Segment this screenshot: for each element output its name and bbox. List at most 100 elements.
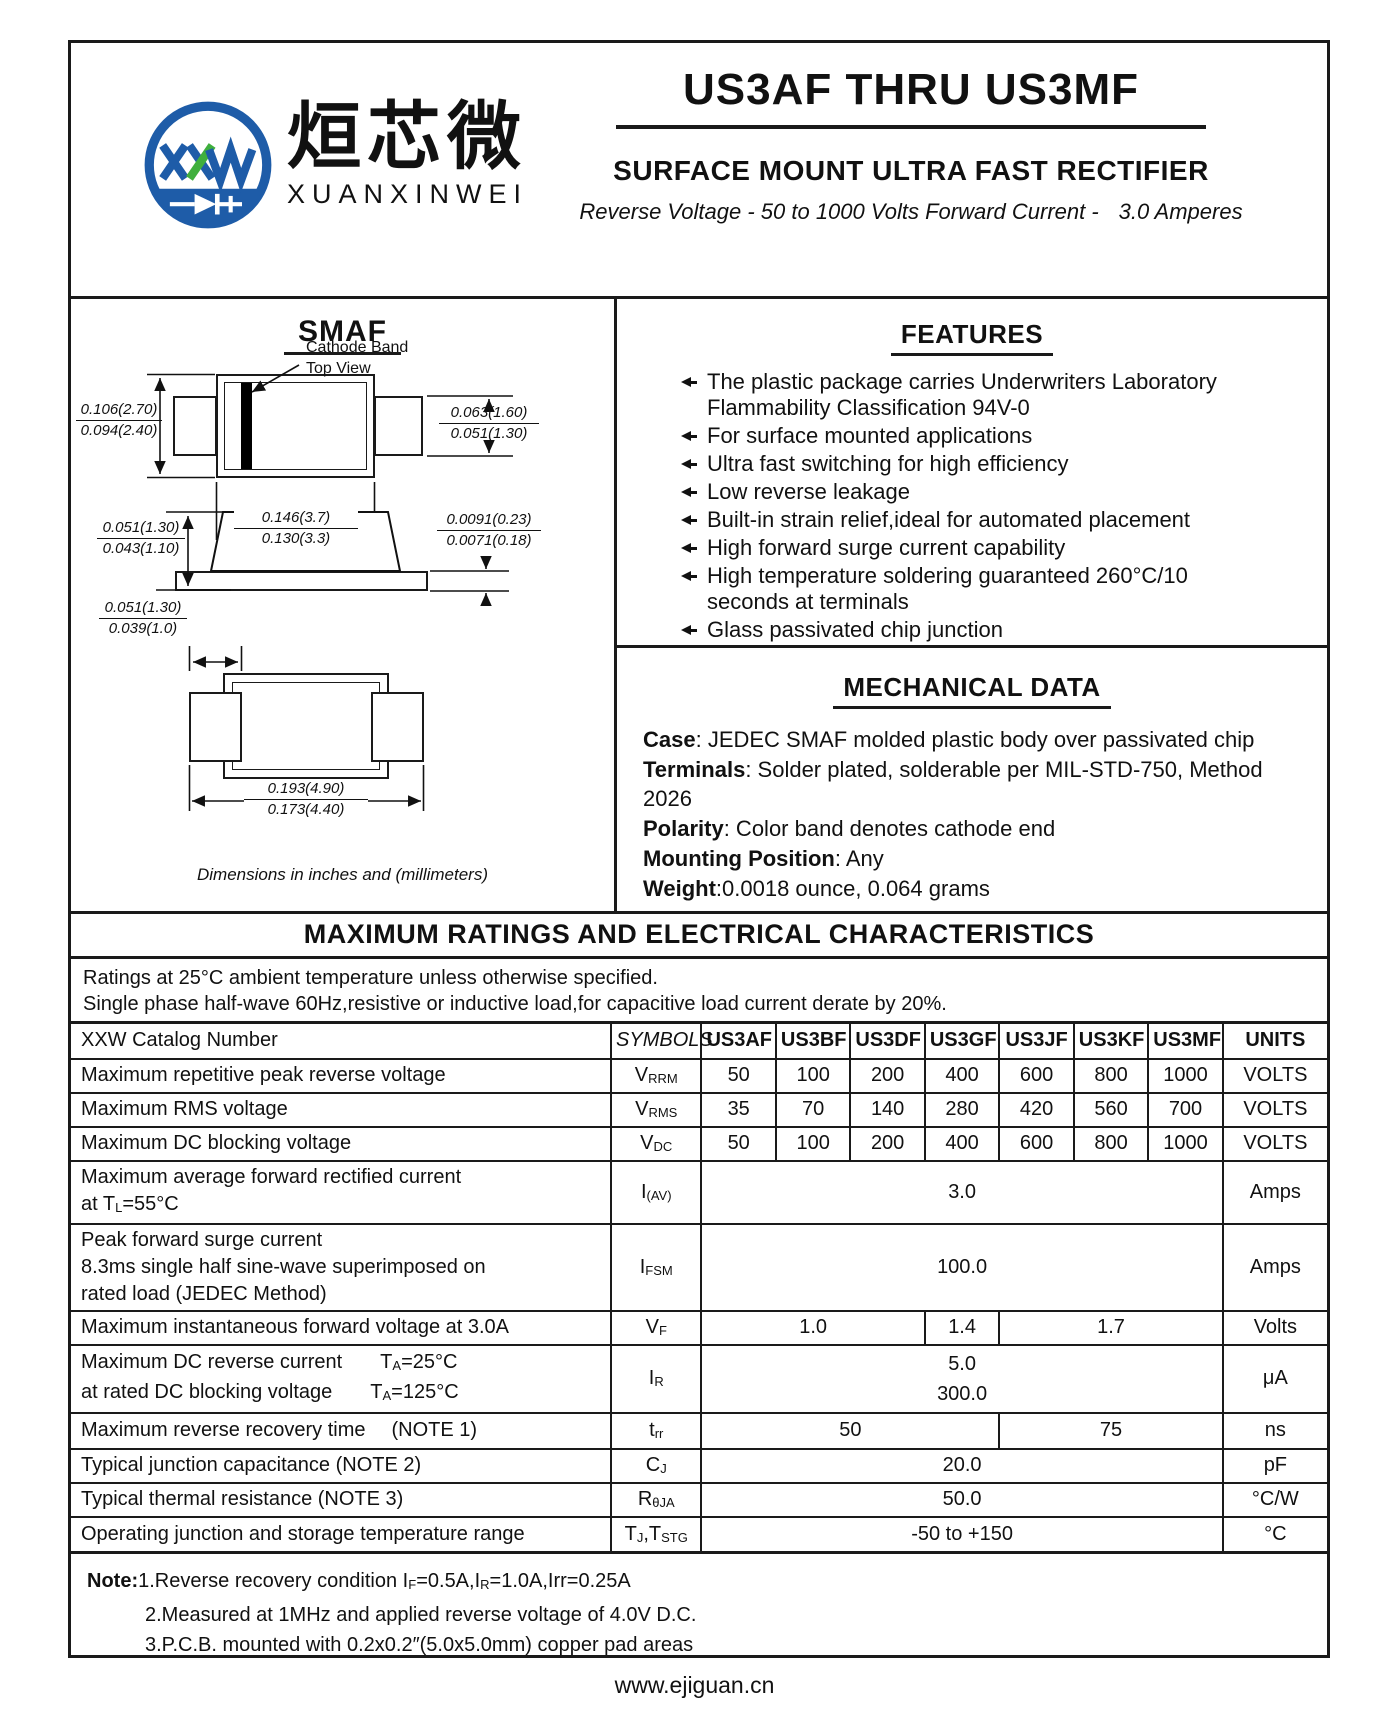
- row-unit: μA: [1221, 1343, 1327, 1414]
- mech-entry-terminals: Terminals: Solder plated, solderable per…: [643, 757, 1263, 811]
- cathode-band-callout: Cathode Band Top View: [306, 339, 409, 377]
- part-number-title: US3AF THRU US3MF: [682, 65, 1140, 114]
- features-list: The plastic package carries Underwriters…: [681, 369, 1327, 643]
- features-title: FEATURES: [890, 319, 1054, 356]
- ratings-banner: MAXIMUM RATINGS AND ELECTRICAL CHARACTER…: [71, 914, 1327, 959]
- dim-lead-length: 0.051(1.30) 0.039(1.0): [99, 598, 187, 639]
- row-value: 600: [998, 1057, 1075, 1094]
- table-row-vdc: Maximum DC blocking voltage VDC 50 100 2…: [71, 1125, 1327, 1162]
- row-desc: Typical thermal resistance (NOTE 3): [71, 1481, 613, 1518]
- arrow-bullet-icon: [681, 431, 697, 442]
- row-value: 50.0: [700, 1481, 1224, 1518]
- row-symbol: RθJA: [610, 1481, 703, 1518]
- dim-profile-height: 0.051(1.30) 0.043(1.10): [97, 518, 185, 559]
- mechanical-data-title: MECHANICAL DATA: [833, 672, 1111, 709]
- part-header: US3DF: [849, 1021, 926, 1060]
- row-value: 20.0: [700, 1447, 1224, 1484]
- dim-body-width: 0.146(3.7) 0.130(3.3): [234, 508, 358, 549]
- dimensions-caption: Dimensions in inches and (millimeters): [197, 865, 488, 884]
- doc-subtitle: SURFACE MOUNT ULTRA FAST RECTIFIER: [613, 155, 1209, 186]
- table-header-row: XXW Catalog Number SYMBOLS US3AF US3BF U…: [71, 1021, 1327, 1060]
- row-unit: pF: [1221, 1447, 1327, 1484]
- row-unit: Volts: [1221, 1309, 1327, 1346]
- ratings-condition-1: Ratings at 25°C ambient temperature unle…: [83, 967, 658, 989]
- row-unit: VOLTS: [1221, 1057, 1327, 1094]
- title-block: US3AF THRU US3MF SURFACE MOUNT ULTRA FAS…: [511, 65, 1311, 225]
- row-unit: Amps: [1221, 1159, 1327, 1225]
- row-unit: VOLTS: [1221, 1091, 1327, 1128]
- row-value: 1.4: [923, 1309, 1001, 1346]
- row-value: 70: [774, 1091, 852, 1128]
- row-desc: Maximum reverse recovery time (NOTE 1): [71, 1411, 613, 1450]
- row-value: 700: [1147, 1091, 1224, 1128]
- logo-text: 烜芯微 XUANXINWEI: [287, 95, 528, 209]
- row-value: 100: [774, 1125, 852, 1162]
- tagline-current-value: 3.0 Amperes: [1118, 199, 1243, 224]
- note-1: Note:1.Reverse recovery condition IF=0.5…: [87, 1570, 631, 1592]
- doc-tagline: Reverse Voltage - 50 to 1000 Volts Forwa…: [511, 199, 1311, 225]
- units-header-cell: UNITS: [1221, 1021, 1327, 1060]
- row-unit: VOLTS: [1221, 1125, 1327, 1162]
- right-panel: FEATURES The plastic package carries Und…: [617, 299, 1327, 911]
- row-value: -50 to +150: [700, 1515, 1224, 1554]
- dim-overall-length: 0.193(4.90) 0.173(4.40): [244, 779, 368, 820]
- row-value: 1000: [1147, 1125, 1224, 1162]
- row-value: 100: [774, 1057, 852, 1094]
- row-desc: Maximum average forward rectified curren…: [71, 1159, 613, 1225]
- arrow-bullet-icon: [681, 571, 697, 582]
- row-value: 50: [700, 1125, 777, 1162]
- row-desc: Peak forward surge current 8.3ms single …: [71, 1222, 613, 1312]
- row-symbol: IFSM: [610, 1222, 703, 1312]
- table-row-vf: Maximum instantaneous forward voltage at…: [71, 1309, 1327, 1346]
- table-row-ifsm: Peak forward surge current 8.3ms single …: [71, 1222, 1327, 1312]
- logo-mark-icon: [144, 101, 272, 229]
- row-symbol: TJ,TSTG: [610, 1515, 703, 1554]
- row-value: 75: [998, 1411, 1224, 1450]
- row-symbol: VRMS: [610, 1091, 703, 1128]
- ratings-conditions: Ratings at 25°C ambient temperature unle…: [71, 959, 1327, 1021]
- bottom-view-right-lead: [371, 692, 424, 762]
- row-symbol: IR: [610, 1343, 703, 1414]
- logo-latin-name: XUANXINWEI: [287, 179, 529, 209]
- dim-lead-width: 0.063(1.60) 0.051(1.30): [439, 403, 539, 444]
- table-row-vrms: Maximum RMS voltage VRMS 35 70 140 280 4…: [71, 1091, 1327, 1128]
- arrow-bullet-icon: [681, 515, 697, 526]
- row-desc: Maximum DC reverse current TA=25°C at rat…: [71, 1343, 613, 1414]
- row-value: 140: [849, 1091, 926, 1128]
- bottom-view-body-inner: [232, 682, 380, 770]
- row-value: 800: [1072, 1125, 1150, 1162]
- row-unit: ns: [1221, 1411, 1327, 1450]
- feature-item: The plastic package carries Underwriters…: [681, 369, 1327, 421]
- features-section: FEATURES The plastic package carries Und…: [617, 299, 1327, 648]
- row-value: 50: [700, 1411, 1001, 1450]
- feature-item: Built-in strain relief,ideal for automat…: [681, 507, 1327, 533]
- ratings-table: XXW Catalog Number SYMBOLS US3AF US3BF U…: [71, 1021, 1327, 1554]
- row-value: 420: [998, 1091, 1075, 1128]
- table-row-vrrm: Maximum repetitive peak reverse voltage …: [71, 1057, 1327, 1094]
- part-header: US3JF: [998, 1021, 1075, 1060]
- row-unit: °C: [1221, 1515, 1327, 1554]
- footer-url: www.ejiguan.cn: [614, 1672, 775, 1698]
- row-symbol: VRRM: [610, 1057, 703, 1094]
- table-row-iav: Maximum average forward rectified curren…: [71, 1159, 1327, 1225]
- top-view-left-lead: [173, 396, 217, 456]
- row-value: 1.7: [998, 1309, 1224, 1346]
- feature-item: For surface mounted applications: [681, 423, 1327, 449]
- row-value: 1000: [1147, 1057, 1224, 1094]
- ratings-condition-2: Single phase half-wave 60Hz,resistive or…: [83, 993, 947, 1015]
- row-symbol: I(AV): [610, 1159, 703, 1225]
- dim-lead-thickness: 0.0091(0.23) 0.0071(0.18): [437, 510, 541, 551]
- dim-body-height: 0.106(2.70) 0.094(2.40): [76, 400, 162, 441]
- mech-entry-weight: Weight:0.0018 ounce, 0.064 grams: [643, 876, 990, 901]
- mechanical-data-section: MECHANICAL DATA Case: JEDEC SMAF molded …: [617, 648, 1327, 911]
- feature-item: Glass passivated chip junction: [681, 617, 1327, 643]
- feature-item: Low reverse leakage: [681, 479, 1327, 505]
- row-desc: Maximum RMS voltage: [71, 1091, 613, 1128]
- part-header: US3MF: [1147, 1021, 1224, 1060]
- row-desc: Operating junction and storage temperatu…: [71, 1515, 613, 1554]
- arrow-bullet-icon: [681, 487, 697, 498]
- row-value: 280: [923, 1091, 1001, 1128]
- part-header: US3KF: [1072, 1021, 1150, 1060]
- arrow-bullet-icon: [681, 377, 697, 388]
